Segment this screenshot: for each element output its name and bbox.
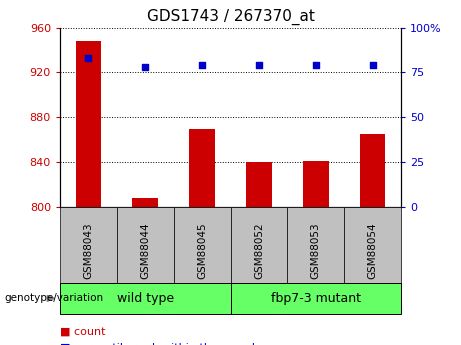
Point [198,62,206,68]
Text: GSM88044: GSM88044 [140,223,150,279]
Point [369,62,376,68]
Text: genotype/variation: genotype/variation [5,294,104,303]
Bar [132,198,158,207]
Point [255,62,263,68]
Point [85,55,92,61]
Point [142,64,149,70]
Text: GSM88052: GSM88052 [254,223,264,279]
Text: GSM88054: GSM88054 [367,223,378,279]
Text: ■ count: ■ count [60,326,106,336]
Text: GSM88053: GSM88053 [311,223,321,279]
Text: GSM88045: GSM88045 [197,223,207,279]
Title: GDS1743 / 267370_at: GDS1743 / 267370_at [147,9,314,25]
Bar [246,162,272,207]
Bar [189,128,215,207]
Text: wild type: wild type [117,292,174,305]
Text: fbp7-3 mutant: fbp7-3 mutant [271,292,361,305]
Text: GSM88043: GSM88043 [83,223,94,279]
Bar [76,41,101,207]
Bar [360,134,385,207]
Point [312,62,319,68]
Text: ■ percentile rank within the sample: ■ percentile rank within the sample [60,344,262,345]
Bar [303,161,329,207]
